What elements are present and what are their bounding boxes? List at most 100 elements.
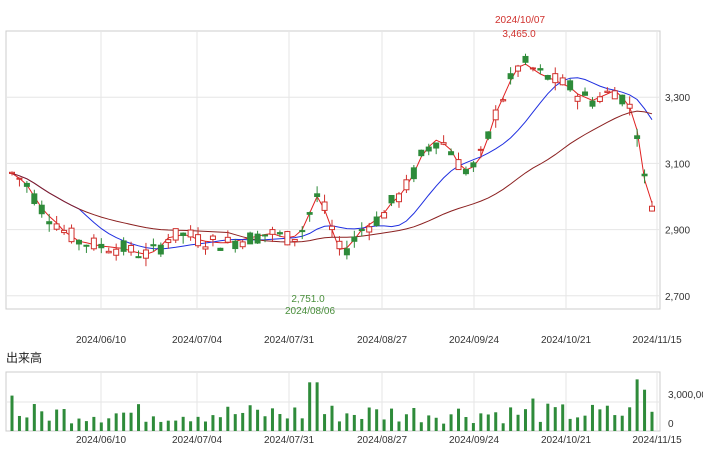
candle-body [262, 234, 269, 237]
volume-bar [114, 413, 118, 431]
volume-bar [650, 411, 654, 431]
volume-x-tick-label: 2024/07/04 [172, 435, 222, 446]
candle-body [23, 182, 30, 187]
volume-bar [576, 417, 580, 431]
candle-body [150, 244, 157, 247]
volume-x-tick-label: 2024/08/27 [357, 435, 407, 446]
candle-body [299, 230, 306, 233]
volume-section-label: 出来高 [6, 351, 43, 365]
volume-bar [226, 406, 230, 431]
volume-bar [278, 414, 282, 431]
volume-bar [137, 404, 141, 431]
volume-bar [55, 409, 59, 431]
candle-body [105, 250, 112, 254]
volume-bar [47, 420, 51, 431]
candle-body [604, 90, 611, 93]
volume-x-axis: 2024/06/10 2024/07/04 2024/07/31 2024/08/27… [76, 435, 682, 446]
volume-x-tick-label: 2024/09/24 [449, 435, 499, 446]
candle-body [165, 239, 172, 244]
volume-bar [620, 415, 624, 431]
candle-body [254, 233, 261, 244]
volume-x-tick-label: 2024/07/31 [264, 435, 314, 446]
volume-bar [270, 408, 274, 431]
candle-body [515, 65, 522, 72]
volume-bar [494, 412, 498, 431]
volume-x-tick-label: 2024/10/21 [541, 435, 591, 446]
volume-bar [159, 421, 163, 431]
candle-body [202, 246, 209, 250]
volume-bar [70, 423, 74, 431]
candle-body [321, 201, 328, 211]
candle-body [388, 194, 395, 204]
volume-bar [40, 411, 44, 431]
volume-bar [613, 415, 617, 431]
candle-body [343, 248, 350, 256]
candle-body [291, 238, 298, 242]
volume-bar [107, 418, 111, 431]
price-y-tick-label: 3,300 [665, 93, 690, 104]
candle-body [276, 232, 283, 235]
ma-long-line [11, 110, 653, 243]
volume-bar [218, 417, 222, 431]
volume-bar [561, 404, 565, 431]
candle-body [395, 193, 402, 203]
volume-bar [256, 409, 260, 431]
candle-body [440, 142, 447, 145]
volume-bar [196, 416, 200, 431]
candle-body [98, 243, 105, 249]
volume-bar [360, 418, 364, 431]
candle-body [247, 232, 254, 245]
volume-bar [32, 404, 36, 431]
candle-body [559, 77, 566, 86]
candle-body [31, 193, 38, 204]
volume-bar [25, 417, 29, 431]
volume-bar [516, 414, 520, 431]
volume-bar [77, 418, 81, 431]
volume-bar [382, 419, 386, 431]
price-x-tick-label: 2024/08/27 [357, 335, 407, 346]
candle-body [477, 148, 484, 151]
volume-bar [166, 420, 170, 431]
candle-body [142, 249, 149, 259]
volume-bar [99, 422, 103, 431]
candle-body [381, 212, 388, 219]
volume-bar [144, 421, 148, 431]
volume-grid [6, 372, 660, 431]
annotations: 2024/10/07 3,465.0 2,751.0 2024/08/06 [285, 15, 545, 317]
candles [9, 53, 655, 267]
volume-bar [501, 423, 505, 431]
candle-body [567, 80, 574, 91]
volume-bar [449, 414, 453, 431]
volume-bar [442, 423, 446, 431]
candle-body [128, 244, 135, 253]
candle-body [351, 236, 358, 242]
volume-bar [151, 416, 155, 431]
candle-body [589, 100, 596, 107]
volume-bar [390, 408, 394, 431]
volume-bar [241, 412, 245, 431]
candle-body [462, 168, 469, 175]
candle-body [641, 173, 648, 177]
candle-body [425, 146, 432, 152]
volume-bar [122, 412, 126, 431]
low-date-label: 2024/08/06 [285, 306, 335, 317]
candle-body [485, 131, 492, 139]
candle-body [529, 67, 536, 70]
candle-body [61, 229, 68, 234]
candle-body [232, 240, 239, 250]
candle-body [507, 73, 514, 80]
candle-body [113, 248, 120, 256]
volume-x-tick-label: 2024/06/10 [76, 435, 126, 446]
price-x-tick-label: 2024/07/04 [172, 335, 222, 346]
volume-bar [352, 414, 356, 431]
volume-bar [538, 421, 542, 431]
volume-bar [17, 415, 21, 431]
price-x-axis: 2024/06/10 2024/07/04 2024/07/31 2024/08/27… [76, 335, 682, 346]
candle-body [46, 221, 53, 225]
candle-body [582, 91, 589, 96]
volume-bar [189, 421, 193, 431]
candle-body [500, 99, 507, 102]
candle-body [626, 103, 633, 109]
volume-bar [523, 409, 527, 431]
